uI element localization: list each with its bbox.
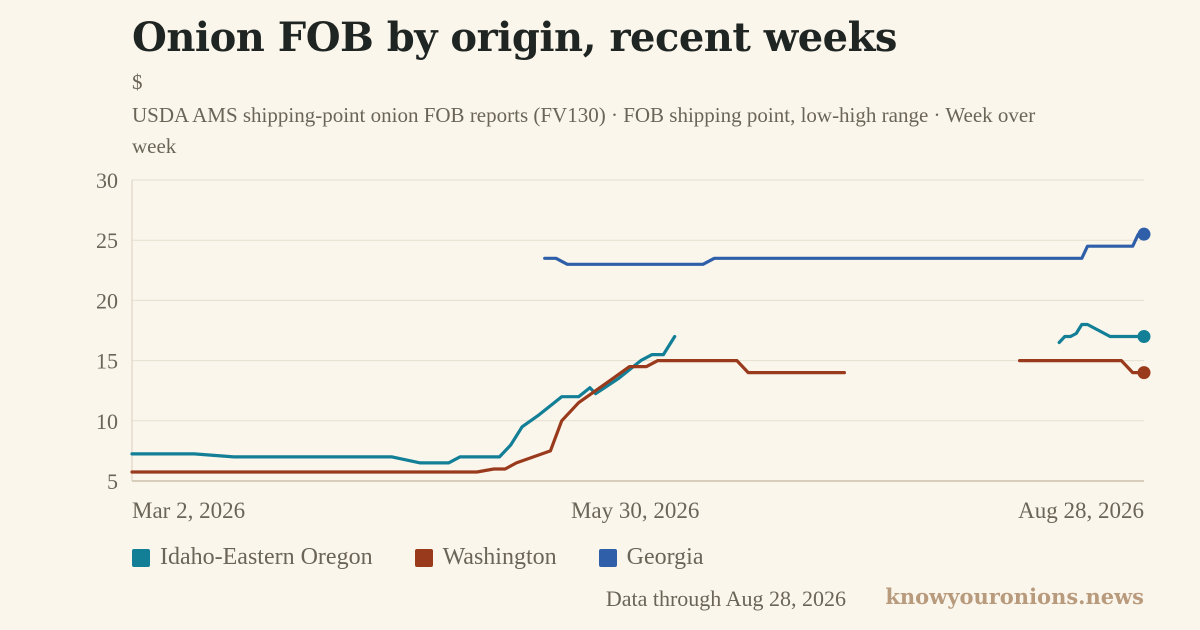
series-line xyxy=(543,232,1146,266)
series-end-point xyxy=(1137,227,1151,241)
series-line xyxy=(130,334,677,465)
data-through-note: Data through Aug 28, 2026 xyxy=(605,586,846,611)
y-tick-label: 5 xyxy=(107,469,118,494)
legend-item: Georgia xyxy=(598,544,704,571)
unit-label: $ xyxy=(132,70,143,94)
series-end-point xyxy=(1137,366,1151,380)
chart-subtitle: USDA AMS shipping-point onion FOB report… xyxy=(132,103,1036,158)
series-line xyxy=(130,359,846,474)
y-tick-label: 15 xyxy=(96,349,118,374)
series-line xyxy=(1018,359,1146,375)
y-tick-label: 10 xyxy=(96,409,118,434)
series-line xyxy=(1057,322,1146,345)
y-tick-label: 25 xyxy=(96,228,118,253)
legend-label: Idaho-Eastern Oregon xyxy=(160,544,373,570)
x-tick-label: Aug 28, 2026 xyxy=(1018,498,1144,523)
legend-swatch xyxy=(414,548,433,567)
series-end-point xyxy=(1137,330,1151,344)
x-tick-label: May 30, 2026 xyxy=(571,498,699,523)
y-tick-label: 30 xyxy=(96,168,118,193)
legend-swatch xyxy=(598,548,617,567)
chart-title: Onion FOB by origin, recent weeks xyxy=(132,14,897,61)
legend-label: Georgia xyxy=(626,544,704,570)
legend-item: Idaho-Eastern Oregon xyxy=(132,544,373,571)
legend-label: Washington xyxy=(442,544,557,570)
legend-item: Washington xyxy=(414,544,557,571)
brand-link[interactable]: knowyouronions.news xyxy=(885,584,1144,609)
legend-swatch xyxy=(132,548,150,567)
x-tick-label: Mar 2, 2026 xyxy=(132,498,245,523)
legend: Idaho-Eastern Oregon Washington Georgia xyxy=(132,544,704,571)
y-tick-label: 20 xyxy=(96,288,118,313)
